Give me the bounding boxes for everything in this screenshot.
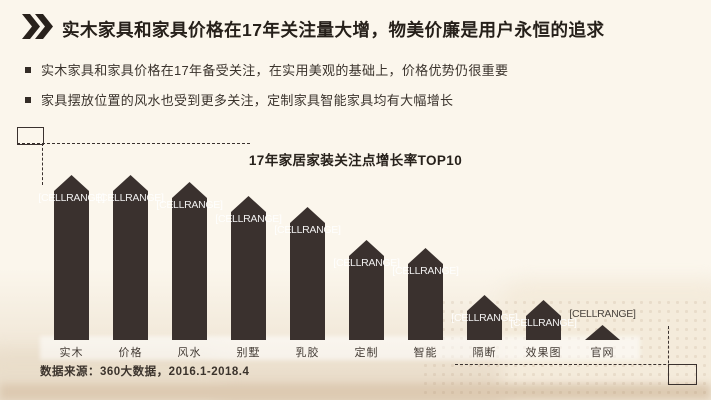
bar-slot: [CELLRANGE] <box>156 175 223 340</box>
chart-bar <box>231 196 266 340</box>
bullet-square-icon <box>25 66 31 73</box>
floor-shape <box>0 384 711 400</box>
axis-highlight-band <box>40 336 640 360</box>
x-axis-label: 定制 <box>354 347 379 359</box>
x-axis-label: 隔断 <box>472 347 497 359</box>
corner-square-top-left <box>17 127 44 145</box>
bar-slot: [CELLRANGE] <box>510 175 577 340</box>
dashed-line-bottom <box>455 364 691 365</box>
bars-area: [CELLRANGE] [CELLRANGE] [CELLRANGE] [CELLRA… <box>38 175 636 340</box>
x-axis-label: 效果图 <box>525 347 562 359</box>
bar-slot: [CELLRANGE] <box>274 175 341 340</box>
double-chevron-icon <box>22 14 54 44</box>
bar-slot: [CELLRANGE] <box>38 175 105 340</box>
bullet-item: 家具摆放位置的风水也受到更多关注，定制家具智能家具均有大幅增长 <box>25 90 508 109</box>
bar-slot: [CELLRANGE] <box>97 175 164 340</box>
x-axis-label: 别墅 <box>236 347 261 359</box>
data-source-note: 数据来源：360大数据，2016.1-2018.4 <box>40 366 250 378</box>
chart-bar <box>113 175 148 340</box>
bar-slot: [CELLRANGE] <box>569 175 636 340</box>
corner-square-bottom-right <box>668 364 697 385</box>
slide-title: 实木家具和家具价格在17年关注量大增，物美价廉是用户永恒的追求 <box>62 19 605 40</box>
bullet-square-icon <box>25 96 31 103</box>
bar-value-label: [CELLRANGE] <box>215 213 282 225</box>
x-axis-label: 实木 <box>59 347 84 359</box>
chart-bar <box>408 248 443 340</box>
chart-title: 17年家居家装关注点增长率TOP10 <box>248 153 463 168</box>
bar-value-label: [CELLRANGE] <box>569 308 636 320</box>
slide-header: 实木家具和家具价格在17年关注量大增，物美价廉是用户永恒的追求 <box>22 14 604 44</box>
bullet-list: 实木家具和家具价格在17年备受关注，在实用美观的基础上，价格优势仍很重要 家具摆… <box>25 60 508 120</box>
chart-bar <box>54 175 89 340</box>
x-axis-label: 价格 <box>118 347 143 359</box>
dashed-line-left <box>42 143 43 185</box>
bar-value-label: [CELLRANGE] <box>510 317 577 329</box>
bar-value-label: [CELLRANGE] <box>451 312 518 324</box>
bar-value-label: [CELLRANGE] <box>274 224 341 236</box>
chart-bar <box>290 207 325 340</box>
bar-value-label: [CELLRANGE] <box>38 192 105 204</box>
bar-value-label: [CELLRANGE] <box>97 192 164 204</box>
x-axis-label: 风水 <box>177 347 202 359</box>
bar-slot: [CELLRANGE] <box>451 175 518 340</box>
chart-bar <box>172 182 207 340</box>
bar-value-label: [CELLRANGE] <box>333 257 400 269</box>
x-axis-label: 智能 <box>413 347 438 359</box>
bar-value-label: [CELLRANGE] <box>156 199 223 211</box>
dashed-line-right <box>668 326 669 383</box>
bar-value-label: [CELLRANGE] <box>392 265 459 277</box>
x-axis-label: 官网 <box>590 347 615 359</box>
bar-slot: [CELLRANGE] <box>215 175 282 340</box>
chart-bar <box>585 325 620 340</box>
bar-slot: [CELLRANGE] <box>333 175 400 340</box>
bar-slot: [CELLRANGE] <box>392 175 459 340</box>
bullet-item: 实木家具和家具价格在17年备受关注，在实用美观的基础上，价格优势仍很重要 <box>25 60 508 79</box>
chart-bar <box>349 240 384 340</box>
x-labels-row: 实木 价格 风水 别墅 乳胶 定制 智能 隔断 效果图 官网 <box>54 344 620 360</box>
x-axis-label: 乳胶 <box>295 347 320 359</box>
bullet-text: 实木家具和家具价格在17年备受关注，在实用美观的基础上，价格优势仍很重要 <box>41 63 509 78</box>
bullet-text: 家具摆放位置的风水也受到更多关注，定制家具智能家具均有大幅增长 <box>41 93 454 108</box>
dashed-line-top <box>17 143 250 144</box>
